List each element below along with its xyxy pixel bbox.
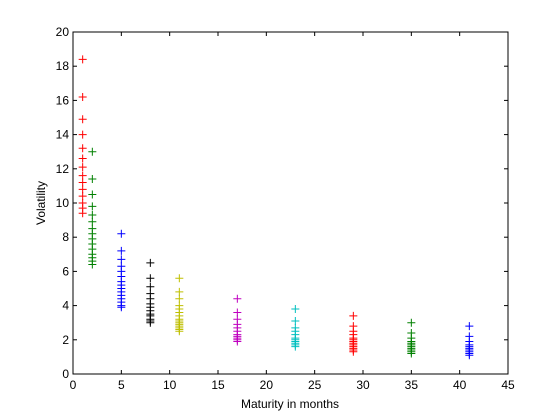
data-point: [78, 144, 87, 153]
data-point: [117, 246, 126, 255]
series-5: [175, 274, 184, 336]
data-point: [291, 342, 300, 351]
data-point: [233, 337, 242, 346]
data-point: [349, 311, 358, 320]
y-tick-label: 16: [56, 93, 70, 107]
series-4: [146, 258, 155, 327]
x-tick-label: 15: [211, 378, 225, 392]
data-point: [78, 55, 87, 64]
data-point: [407, 349, 416, 358]
data-point: [349, 347, 358, 356]
series-3: [117, 229, 126, 312]
series-9: [407, 318, 416, 358]
x-axis-ticks: 0 5 10 15 20 25 30 35 40 45: [70, 32, 515, 392]
x-tick-label: 45: [501, 378, 515, 392]
series-10: [465, 322, 474, 360]
x-tick-label: 20: [260, 378, 274, 392]
x-tick-label: 10: [163, 378, 177, 392]
data-point: [465, 322, 474, 331]
data-point: [88, 147, 97, 156]
data-point: [78, 130, 87, 139]
data-point: [78, 163, 87, 172]
data-point: [88, 217, 97, 226]
series-1: [78, 55, 87, 218]
data-point: [117, 229, 126, 238]
y-tick-label: 0: [62, 367, 69, 381]
x-axis-label: Maturity in months: [241, 397, 339, 411]
data-point: [291, 305, 300, 314]
data-point: [78, 92, 87, 101]
data-point: [146, 274, 155, 283]
data-point: [175, 327, 184, 336]
data-point: [78, 185, 87, 194]
data-point: [88, 202, 97, 211]
x-tick-label: 30: [356, 378, 370, 392]
series-2: [88, 147, 97, 269]
y-tick-label: 4: [62, 299, 69, 313]
data-point: [175, 287, 184, 296]
data-point: [146, 318, 155, 327]
data-point: [117, 255, 126, 264]
y-axis-ticks: 0 2 4 6 8 10 12 14 16 18 20: [56, 25, 508, 381]
x-tick-label: 40: [453, 378, 467, 392]
data-point: [78, 178, 87, 187]
y-tick-label: 2: [62, 333, 69, 347]
data-point: [175, 294, 184, 303]
y-tick-label: 20: [56, 25, 70, 39]
data-point: [117, 303, 126, 312]
series-8: [349, 311, 358, 356]
x-tick-label: 35: [405, 378, 419, 392]
data-point: [291, 316, 300, 325]
x-tick-label: 0: [70, 378, 77, 392]
data-point: [78, 171, 87, 180]
series-6: [233, 294, 242, 346]
y-tick-label: 6: [62, 264, 69, 278]
data-point: [175, 274, 184, 283]
data-point: [146, 258, 155, 267]
x-tick-label: 5: [118, 378, 125, 392]
y-tick-label: 14: [56, 128, 70, 142]
y-tick-label: 8: [62, 230, 69, 244]
data-point: [78, 209, 87, 218]
data-point: [465, 351, 474, 360]
x-tick-label: 25: [308, 378, 322, 392]
y-tick-label: 10: [56, 196, 70, 210]
y-tick-label: 12: [56, 162, 70, 176]
data-marks: [78, 55, 474, 360]
data-point: [88, 210, 97, 219]
data-point: [88, 175, 97, 184]
data-point: [233, 294, 242, 303]
data-point: [88, 260, 97, 269]
data-point: [88, 190, 97, 199]
data-point: [407, 318, 416, 327]
data-point: [233, 308, 242, 317]
data-point: [78, 192, 87, 201]
data-point: [146, 282, 155, 291]
y-tick-label: 18: [56, 59, 70, 73]
data-point: [78, 115, 87, 124]
data-point: [78, 154, 87, 163]
series-7: [291, 305, 300, 351]
y-axis-label: Volatility: [34, 181, 48, 225]
